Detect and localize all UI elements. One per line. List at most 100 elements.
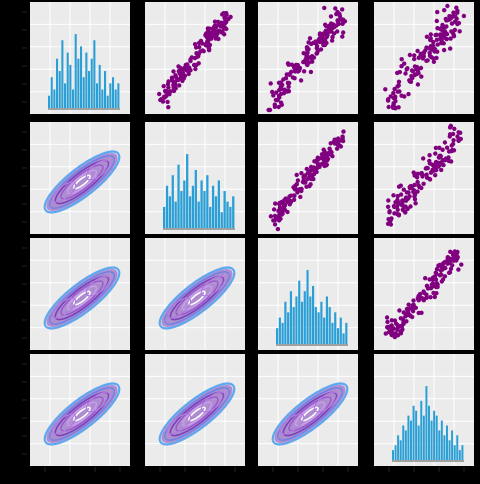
kde-contour bbox=[166, 297, 192, 319]
kde-contour bbox=[49, 387, 115, 441]
scatter-point bbox=[173, 73, 178, 78]
histogram-bar bbox=[320, 301, 323, 344]
scatter-point bbox=[394, 204, 400, 209]
scatter-point bbox=[171, 69, 176, 74]
scatter-point bbox=[427, 53, 433, 58]
kde-contour bbox=[73, 174, 91, 190]
scatter-point bbox=[424, 34, 430, 39]
scatter-point bbox=[441, 47, 447, 53]
kde-contour bbox=[43, 266, 121, 330]
scatter-point bbox=[444, 31, 450, 37]
scatter-point bbox=[295, 178, 301, 183]
histogram-bar bbox=[61, 40, 64, 108]
scatter-point bbox=[413, 201, 418, 206]
histogram-bar bbox=[203, 191, 206, 228]
scatter-point bbox=[433, 173, 438, 178]
scatter-point bbox=[392, 96, 398, 101]
histogram-bar bbox=[197, 201, 200, 228]
scatter-point bbox=[420, 56, 425, 61]
histogram-bar bbox=[69, 64, 72, 108]
scatter-point bbox=[222, 15, 227, 21]
scatter-point bbox=[448, 249, 453, 254]
scatter-point bbox=[440, 147, 445, 152]
scatter-point bbox=[402, 209, 407, 214]
scatter-point bbox=[216, 22, 221, 28]
histogram-bar bbox=[72, 89, 75, 108]
scatter-point bbox=[224, 10, 229, 16]
scatter-point bbox=[219, 20, 224, 25]
scatter-point bbox=[223, 20, 228, 26]
scatter-point bbox=[451, 138, 456, 143]
kde-contour bbox=[66, 401, 98, 427]
scatter-point bbox=[273, 201, 278, 206]
histogram-bar bbox=[289, 291, 293, 344]
scatter-point bbox=[437, 273, 443, 278]
scatter-point bbox=[411, 298, 416, 303]
scatter-point bbox=[334, 23, 339, 28]
scatter-point bbox=[452, 126, 457, 131]
histogram-bar bbox=[114, 89, 117, 108]
scatter-point bbox=[415, 189, 420, 194]
scatter-point bbox=[427, 153, 432, 158]
scatter-point bbox=[228, 14, 233, 20]
kde-fill bbox=[161, 385, 233, 443]
scatter-point bbox=[399, 63, 404, 69]
scatter-point bbox=[298, 78, 304, 83]
scatter-point bbox=[397, 89, 402, 94]
kde-contour bbox=[313, 391, 339, 413]
histogram-bar bbox=[317, 312, 320, 344]
scatter-point bbox=[337, 14, 343, 19]
histogram-bar bbox=[226, 201, 229, 228]
scatter-point bbox=[395, 333, 401, 338]
kde-contour bbox=[164, 387, 230, 441]
histogram-bar bbox=[309, 296, 312, 344]
scatter-point bbox=[408, 313, 413, 319]
histogram-bar bbox=[117, 83, 120, 108]
scatter-point bbox=[458, 130, 463, 135]
scatter-point bbox=[338, 144, 344, 149]
scatter-point bbox=[271, 207, 277, 212]
kde-contour bbox=[60, 280, 104, 316]
scatter-point bbox=[281, 77, 286, 82]
scatter-point bbox=[326, 29, 331, 35]
kde-contour bbox=[85, 275, 111, 297]
histogram-bar bbox=[438, 430, 441, 460]
scatter-point bbox=[285, 80, 291, 86]
scatter-point bbox=[421, 156, 426, 161]
scatter-point bbox=[280, 210, 285, 216]
scatter-point bbox=[308, 69, 314, 75]
scatter-point bbox=[220, 12, 225, 17]
scatter-point bbox=[442, 8, 447, 13]
scatter-point bbox=[166, 105, 171, 110]
histogram-bar bbox=[58, 71, 61, 108]
histogram-bar bbox=[420, 400, 423, 460]
kde-contour bbox=[158, 266, 236, 330]
histogram-bar bbox=[214, 196, 218, 228]
scatter-point bbox=[328, 14, 334, 19]
scatter-point bbox=[403, 71, 408, 76]
histogram-bar bbox=[96, 83, 99, 108]
histogram-bar bbox=[98, 64, 101, 108]
histogram-bar bbox=[171, 175, 174, 228]
scatter-point bbox=[449, 159, 454, 164]
scatter-point bbox=[301, 69, 307, 74]
scatter-point bbox=[384, 315, 390, 320]
scatter-point bbox=[196, 54, 201, 59]
scatter-point bbox=[385, 325, 390, 330]
panel-r1-c3 bbox=[374, 122, 474, 234]
scatter-point bbox=[412, 56, 417, 62]
scatter-point bbox=[394, 321, 399, 326]
histogram-bar bbox=[448, 440, 451, 460]
histogram-bar bbox=[394, 445, 397, 460]
scatter-point bbox=[385, 319, 390, 325]
scatter-point bbox=[395, 327, 400, 332]
scatter-point bbox=[272, 104, 278, 110]
panel-r0-c3 bbox=[374, 2, 474, 114]
scatter-point bbox=[286, 84, 291, 90]
scatter-point bbox=[206, 46, 212, 52]
kde-contour bbox=[73, 406, 91, 422]
scatter-point bbox=[431, 59, 437, 64]
scatter-point bbox=[334, 146, 340, 151]
scatter-point bbox=[340, 34, 345, 39]
